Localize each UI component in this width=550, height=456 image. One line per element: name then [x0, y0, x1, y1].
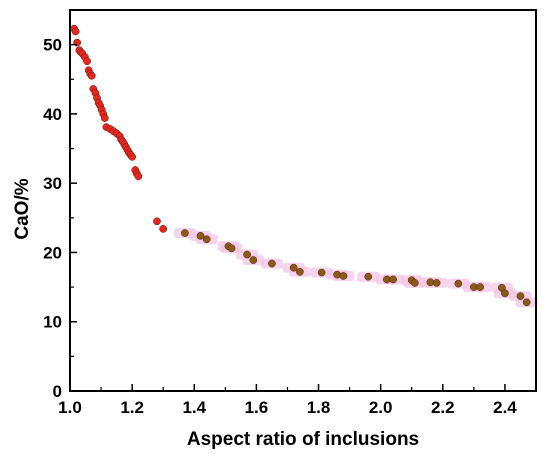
data-point: [364, 272, 373, 281]
x-tick-label: 1.8: [307, 398, 331, 417]
y-tick-label: 50: [43, 36, 62, 55]
y-axis-title: CaO/%: [12, 178, 33, 239]
data-point: [476, 283, 484, 291]
x-tick-label: 1.0: [58, 398, 82, 417]
data-point: [249, 256, 258, 264]
plot-area-frame: [69, 9, 537, 392]
data-point: [71, 27, 80, 36]
data-point: [389, 275, 397, 284]
data-point: [501, 289, 509, 298]
data-point: [268, 259, 276, 268]
data-point: [516, 292, 525, 300]
data-point: [296, 268, 304, 276]
y-tick-label: 20: [43, 243, 62, 262]
x-tick-label: 1.4: [182, 398, 206, 417]
x-tick-label: 2.0: [369, 398, 393, 417]
y-tick-label: 30: [43, 174, 62, 193]
x-tick-label: 1.6: [245, 398, 269, 417]
y-tick-labels: 0 10 20 30 40 50: [43, 36, 62, 401]
y-tick-label: 0: [53, 382, 62, 401]
y-tick-label: 40: [43, 105, 62, 124]
data-point: [128, 153, 136, 161]
data-point: [227, 244, 236, 253]
data-point: [83, 57, 91, 66]
data-point: [159, 225, 168, 233]
data-point: [317, 268, 326, 277]
data-point: [181, 229, 189, 237]
x-tick-label: 2.4: [493, 398, 517, 417]
y-tick-label: 10: [43, 313, 62, 332]
data-point: [410, 279, 419, 287]
data-point: [243, 250, 251, 259]
halo-layer: [173, 228, 538, 308]
data-point: [339, 272, 348, 280]
data-point: [289, 263, 298, 272]
data-point: [87, 71, 96, 80]
data-point: [432, 279, 441, 287]
data-point: [134, 172, 143, 181]
x-tick-labels: 1.0 1.2 1.4 1.6 1.8 2.0 2.2 2.4: [58, 398, 517, 417]
points-layer: [70, 24, 531, 307]
data-point: [196, 231, 205, 240]
ticks-layer: [69, 43, 506, 392]
data-point: [333, 270, 342, 279]
data-point: [522, 298, 531, 307]
data-point: [202, 235, 211, 244]
data-point: [153, 217, 161, 226]
data-point: [454, 279, 463, 288]
data-point: [100, 114, 109, 122]
x-axis-title: Aspect ratio of inclusions: [187, 429, 419, 450]
x-tick-label: 2.2: [431, 398, 455, 417]
x-tick-label: 1.2: [120, 398, 144, 417]
